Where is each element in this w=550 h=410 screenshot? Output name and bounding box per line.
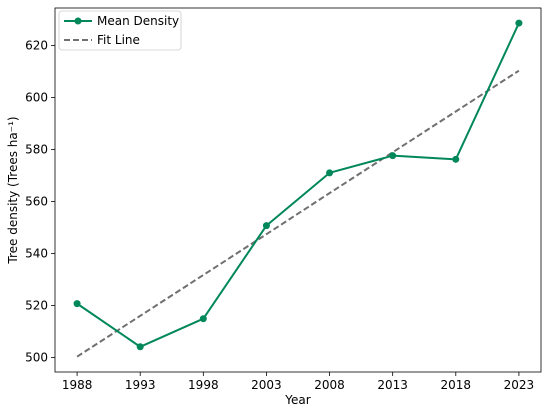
mean-density-point — [199, 315, 207, 323]
mean-density-point — [452, 155, 460, 163]
legend-mean-density-label: Mean Density — [97, 14, 179, 28]
mean-density-point — [515, 19, 523, 27]
fit-line-series — [76, 69, 520, 358]
x-axis: 1988 1993 1998 2003 2008 2013 2018 2023 — [62, 372, 534, 392]
x-tick-label: 2003 — [251, 378, 282, 392]
y-tick-label: 560 — [25, 194, 48, 208]
plot-background — [55, 8, 541, 372]
mean-density-point — [262, 222, 270, 230]
x-tick-label: 1988 — [62, 378, 93, 392]
mean-density-point — [73, 300, 81, 308]
y-tick-label: 600 — [25, 90, 48, 104]
x-axis-label: Year — [284, 393, 310, 407]
legend: Mean Density Fit Line — [58, 10, 182, 51]
y-tick-label: 580 — [25, 142, 48, 156]
x-tick-label: 2013 — [377, 378, 408, 392]
mean-density-point — [136, 343, 144, 351]
legend-mean-density-marker — [74, 17, 82, 25]
series-layer — [73, 19, 523, 358]
x-tick-label: 1993 — [125, 378, 156, 392]
mean-density-point — [389, 152, 397, 160]
y-tick-label: 620 — [25, 38, 48, 52]
y-axis: 500 520 540 560 580 600 620 — [25, 38, 55, 364]
legend-fit-line-label: Fit Line — [97, 33, 140, 47]
plot-frame — [54, 7, 542, 373]
x-tick-label: 1998 — [188, 378, 219, 392]
mean-density-point — [326, 169, 334, 177]
x-tick-label: 2008 — [314, 378, 345, 392]
mean-density-series-line — [76, 22, 520, 348]
y-tick-label: 540 — [25, 246, 48, 260]
x-tick-label: 2023 — [504, 378, 535, 392]
x-tick-label: 2018 — [441, 378, 472, 392]
y-tick-label: 500 — [25, 350, 48, 364]
y-tick-label: 520 — [25, 298, 48, 312]
y-axis-label: Tree density (Trees ha⁻¹) — [6, 116, 20, 264]
